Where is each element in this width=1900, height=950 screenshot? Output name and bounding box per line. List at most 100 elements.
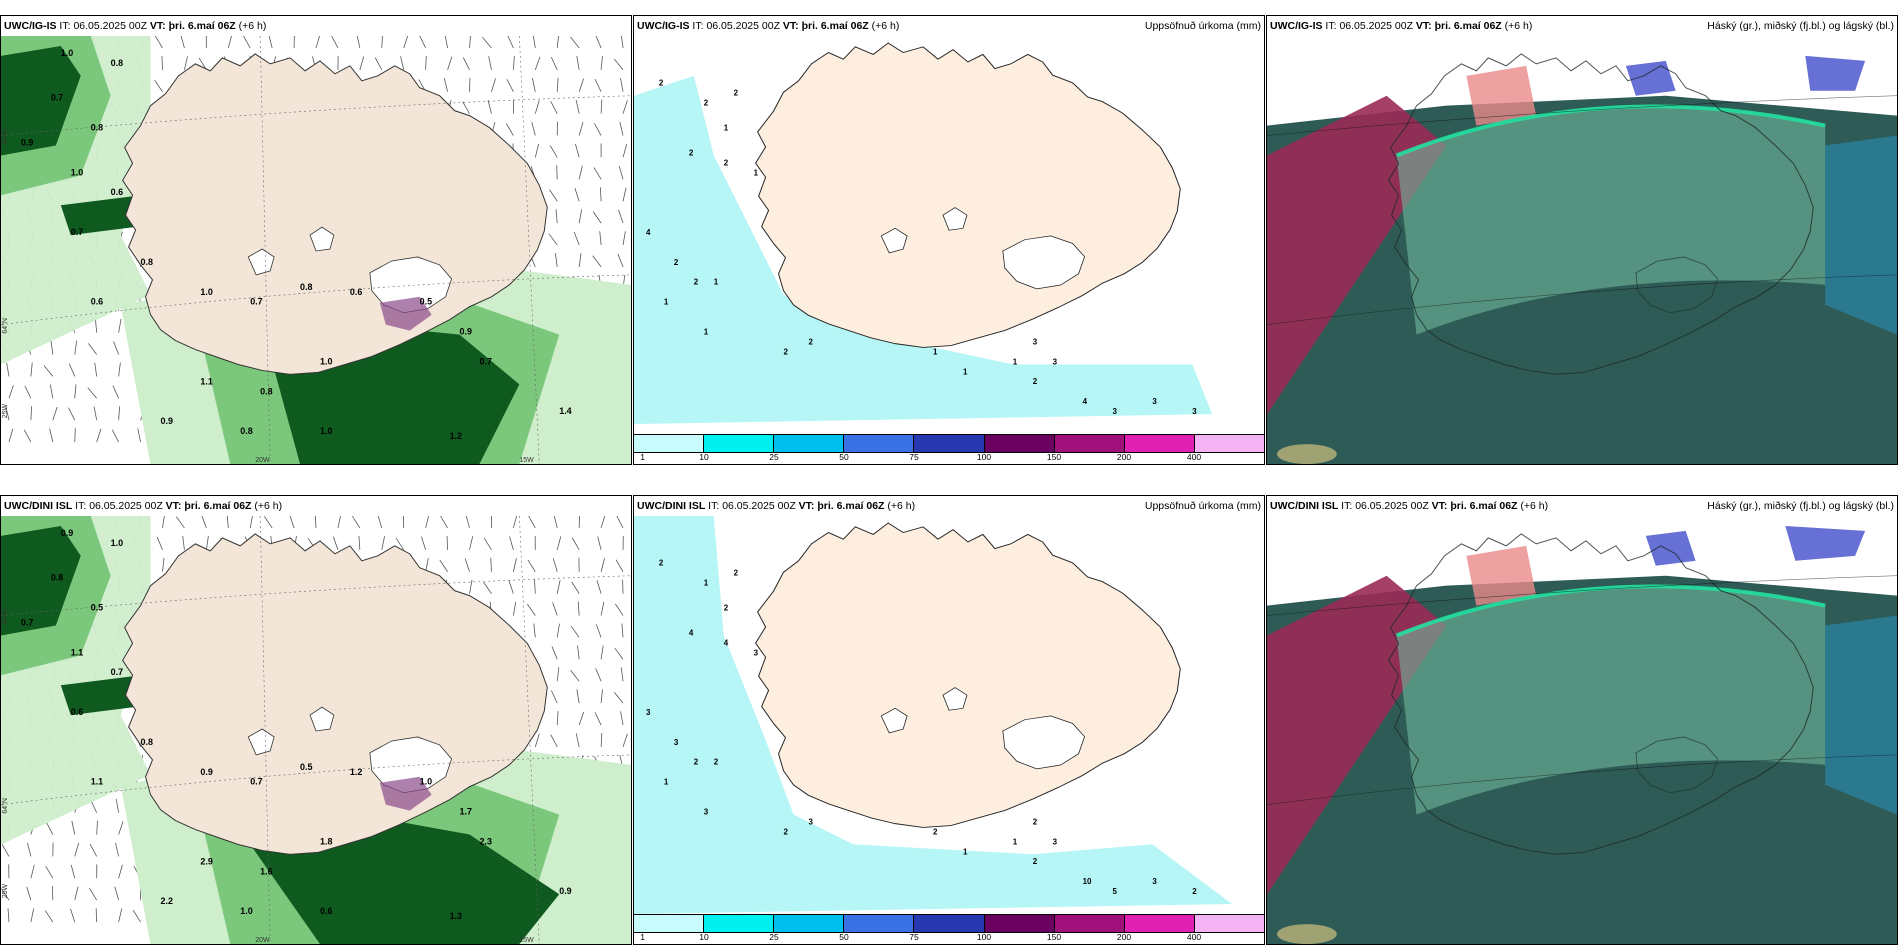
legend-swatch <box>1054 435 1125 452</box>
wind-barb <box>356 36 361 49</box>
wind-barb <box>620 711 624 726</box>
high-wind-patch <box>379 296 432 331</box>
init-time: 06.05.2025 00Z <box>1355 500 1429 512</box>
map-title: Háský (gr.), miðský (fj.bl.) og lágský (… <box>1707 20 1894 32</box>
wind-barb <box>89 888 98 901</box>
wind-barb <box>71 820 76 835</box>
wind-barb <box>575 143 580 158</box>
legend-tick-label: 400 <box>1186 932 1202 942</box>
wind-barb <box>528 516 536 529</box>
lead-time: (+6 h) <box>1504 20 1533 32</box>
wind-barb <box>549 145 558 158</box>
precip-value-label: 1 <box>1013 357 1018 366</box>
precip-value-label: 2 <box>674 258 679 267</box>
legend-colorbar <box>634 914 1264 933</box>
wind-barb <box>464 558 470 572</box>
wind-barb <box>554 253 558 267</box>
wind-barb <box>403 36 409 49</box>
glacier-langjokull <box>880 707 908 734</box>
wind-barb <box>44 910 54 923</box>
lon-label-20w: 20W <box>255 937 270 944</box>
legend-tick-label: 1 <box>640 932 646 942</box>
wind-barb <box>24 385 32 399</box>
wind-barb <box>156 536 163 550</box>
wind-value-label: 0.5 <box>420 297 432 307</box>
wind-barb <box>593 167 602 180</box>
wind-barb <box>115 842 120 857</box>
wind-barb <box>592 211 602 224</box>
vt-label: VT: <box>1415 20 1432 32</box>
valid-time: þri. 6.maí 06Z <box>184 500 252 512</box>
high-cloud-blue <box>1645 525 1866 566</box>
wind-value-label: 0.7 <box>71 227 83 237</box>
precip-value-label: 3 <box>754 648 759 657</box>
wind-barb <box>616 516 624 529</box>
wind-barb <box>93 406 98 421</box>
it-label: IT: <box>59 20 71 32</box>
map-title: Háský (gr.), miðský (fj.bl.) og lágský (… <box>1707 500 1894 512</box>
wind-barb <box>443 78 448 92</box>
wind-barb <box>570 625 580 638</box>
wind-barb <box>465 516 470 529</box>
wind-barb <box>556 36 559 48</box>
wind-barb <box>488 56 492 70</box>
wind-barb <box>600 516 606 529</box>
cloud-edge-line <box>1395 584 1826 638</box>
panel-header: UWC/DINI ISL IT: 06.05.2025 00Z VT: þri.… <box>634 496 1264 516</box>
wind-value-label: 0.9 <box>200 767 212 777</box>
wind-barb <box>112 385 119 399</box>
precip-panel-dini: UWC/DINI ISL IT: 06.05.2025 00Z VT: þri.… <box>633 495 1265 945</box>
wind-barb <box>576 56 580 70</box>
wind-barb <box>483 581 492 594</box>
shade-dark-west <box>1 45 81 156</box>
mid-cloud-area <box>1396 586 1826 815</box>
wind-barb <box>154 79 163 92</box>
wind-barb <box>576 689 580 704</box>
wind-barb <box>490 557 492 572</box>
model-name: UWC/IG-IS <box>1270 20 1323 32</box>
wind-value-label: 0.9 <box>460 327 472 337</box>
wind-barb <box>618 209 624 224</box>
wind-barb <box>381 536 385 550</box>
wind-map: 65°N 64°N 20W 15W 25W 0.9 1.0 0.8 0.7 0.5 1.1 0.7 0.… <box>1 516 631 944</box>
wind-value-label: 0.7 <box>111 667 123 677</box>
wind-barb <box>184 56 188 70</box>
wind-barb <box>30 864 35 879</box>
lon-line-15w <box>519 36 540 464</box>
it-label: IT: <box>692 20 704 32</box>
wind-barb <box>162 557 165 572</box>
wind-barb <box>111 429 119 443</box>
precip-value-label: 10 <box>1083 877 1092 886</box>
lat-line-65 <box>1 575 631 616</box>
wind-barb <box>512 558 517 572</box>
wind-barb <box>620 77 624 92</box>
glacier-hofsjokull <box>942 687 968 711</box>
map-title: Uppsöfnuð úrkoma (mm) <box>1144 500 1261 512</box>
precip-value-label: 1 <box>664 778 669 787</box>
wind-value-label: 1.0 <box>240 906 252 916</box>
wind-barb <box>534 143 540 158</box>
wind-barb <box>118 318 122 333</box>
wind-barb <box>600 689 603 704</box>
wind-barb <box>377 516 383 529</box>
wind-barb <box>70 864 76 879</box>
legend-swatch <box>844 915 915 932</box>
wind-barb <box>94 362 98 377</box>
wind-barb <box>571 537 580 551</box>
valid-time: þri. 6.maí 06Z <box>1450 500 1518 512</box>
wind-barb <box>96 428 102 443</box>
wind-barb <box>89 843 98 857</box>
precip-value-label: 3 <box>1152 877 1157 886</box>
wind-barb <box>68 407 76 421</box>
wind-barb <box>118 406 121 421</box>
clear-sky-north <box>1267 516 1897 606</box>
wind-barb <box>575 99 580 114</box>
wind-barb <box>425 516 430 529</box>
shade-dark-band <box>60 675 151 716</box>
lat-label-65: 65°N <box>1 609 9 625</box>
wind-barb <box>49 428 54 443</box>
lead-time: (+6 h) <box>871 20 900 32</box>
wind-barb <box>594 712 602 726</box>
wind-value-label: 0.5 <box>300 762 312 772</box>
wind-barb <box>512 601 517 616</box>
